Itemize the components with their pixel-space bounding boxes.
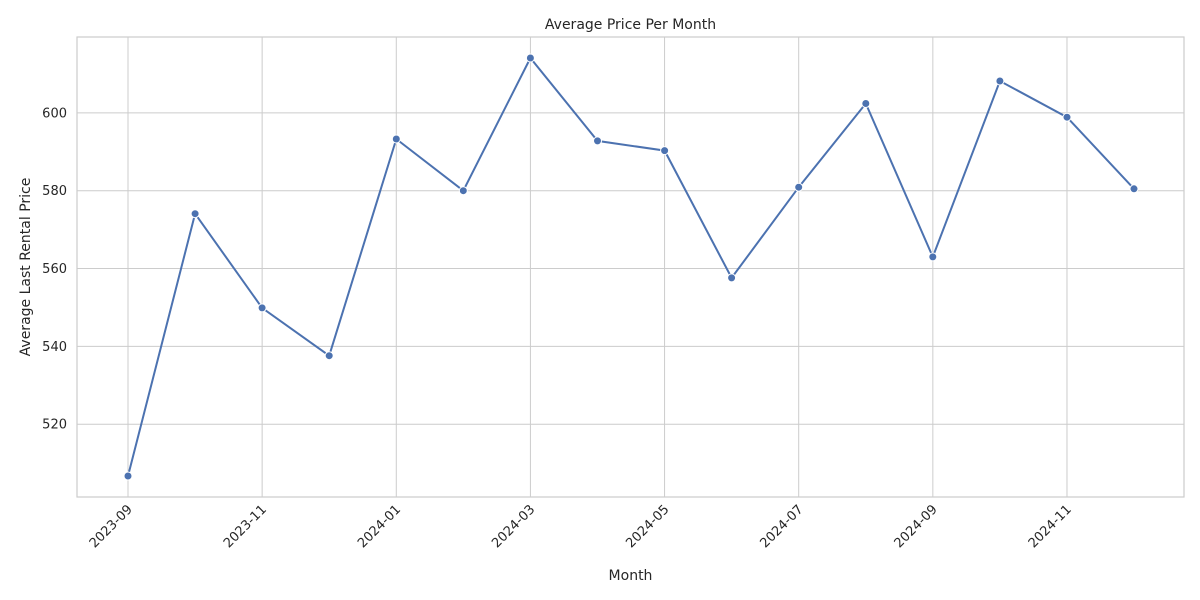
grid xyxy=(77,37,1184,497)
data-point xyxy=(928,252,938,262)
x-tick-label: 2024-01 xyxy=(355,502,404,551)
y-tick-label: 540 xyxy=(42,340,67,355)
y-tick-label: 520 xyxy=(42,418,67,433)
data-point xyxy=(660,146,670,156)
x-tick-label: 2024-11 xyxy=(1026,502,1075,551)
data-point xyxy=(995,76,1005,86)
data-point xyxy=(593,136,602,146)
y-tick-label: 560 xyxy=(42,262,67,277)
data-point xyxy=(458,186,468,196)
data-point xyxy=(1062,112,1072,122)
series-line xyxy=(127,56,1135,477)
data-point xyxy=(1129,184,1139,194)
x-tick-label: 2023-11 xyxy=(221,502,270,551)
x-tick-label: 2024-05 xyxy=(623,502,672,551)
data-point xyxy=(794,182,804,192)
data-point xyxy=(123,471,133,481)
data-point xyxy=(391,134,401,144)
y-axis-ticks: 520 540 560 580 600 xyxy=(42,106,67,432)
data-point xyxy=(324,351,334,361)
data-point xyxy=(190,209,200,219)
x-axis-ticks: 2023-09 2023-11 2024-01 2024-03 2024-05 2024-… xyxy=(87,502,1075,551)
x-axis-label: Month xyxy=(609,568,653,584)
x-tick-label: 2024-03 xyxy=(489,502,538,551)
y-tick-label: 600 xyxy=(42,106,67,121)
x-tick-label: 2024-07 xyxy=(758,502,807,551)
data-point xyxy=(861,99,871,108)
data-point xyxy=(727,273,737,283)
plot-frame xyxy=(76,36,1185,498)
data-points xyxy=(123,53,1139,481)
y-tick-label: 580 xyxy=(42,184,67,199)
data-point xyxy=(525,53,535,63)
chart-title: Average Price Per Month xyxy=(545,17,716,33)
x-tick-label: 2024-09 xyxy=(892,502,941,551)
y-axis-label: Average Last Rental Price xyxy=(18,178,34,357)
data-point xyxy=(257,303,267,313)
x-tick-label: 2023-09 xyxy=(87,502,136,551)
